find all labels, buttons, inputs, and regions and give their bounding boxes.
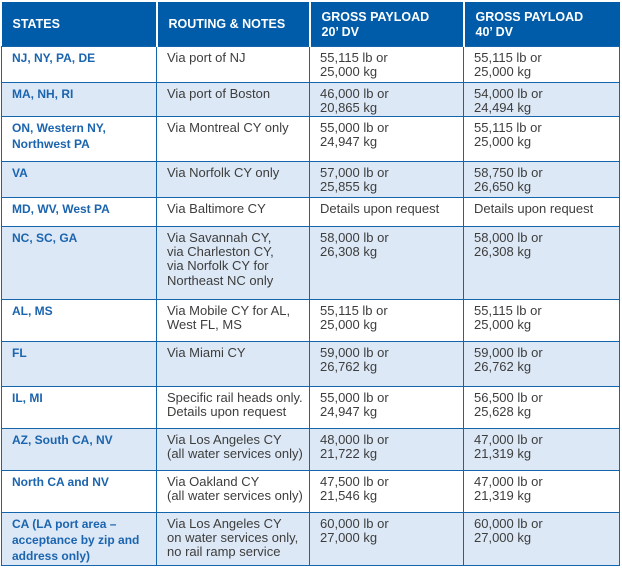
payload-40dv-cell: 47,000 lb or 21,319 kg [463, 469, 620, 513]
column-header-states: STATES [1, 2, 157, 46]
payload-20dv-cell: 57,000 lb or 25,855 kg [309, 160, 464, 198]
payload-40dv-cell: 54,000 lb or 24,494 kg [463, 81, 620, 117]
routing-cell: Via Baltimore CY [156, 196, 310, 227]
payload-20dv-cell: Details upon request [309, 196, 464, 227]
payload-20dv-cell: 46,000 lb or 20,865 kg [309, 81, 464, 117]
routing-cell: Specific rail heads only. Details upon r… [156, 385, 310, 429]
payload-20dv-cell: 60,000 lb or 27,000 kg [309, 511, 464, 566]
states-cell: VA [1, 160, 157, 198]
routing-cell: Via Savannah CY, via Charleston CY, via … [156, 225, 310, 300]
states-cell: FL [1, 340, 157, 387]
states-cell: MD, WV, West PA [1, 196, 157, 227]
states-cell: CA (LA port area – acceptance by zip and… [1, 511, 157, 566]
states-cell: North CA and NV [1, 469, 157, 513]
states-cell: AZ, South CA, NV [1, 427, 157, 471]
table-row: VA Via Norfolk CY only 57,000 lb or 25,855… [1, 160, 620, 198]
routing-cell: Via port of NJ [156, 45, 310, 83]
table-row: AZ, South CA, NV Via Los Angeles CY (all … [1, 427, 620, 471]
payload-20dv-cell: 58,000 lb or 26,308 kg [309, 225, 464, 300]
payload-40dv-cell: Details upon request [463, 196, 620, 227]
payload-20dv-cell: 47,500 lb or 21,546 kg [309, 469, 464, 513]
routing-cell: Via Montreal CY only [156, 115, 310, 162]
table-row: AL, MS Via Mobile CY for AL, West FL, MS 5… [1, 298, 620, 342]
payload-20dv-cell: 59,000 lb or 26,762 kg [309, 340, 464, 387]
payload-40dv-cell: 59,000 lb or 26,762 kg [463, 340, 620, 387]
payload-40dv-cell: 47,000 lb or 21,319 kg [463, 427, 620, 471]
table-row: NC, SC, GA Via Savannah CY, via Charlesto… [1, 225, 620, 300]
column-header-gross-payload-40dv: GROSS PAYLOAD 40’ DV [462, 2, 620, 46]
routing-cell: Via Miami CY [156, 340, 310, 387]
column-header-routing-notes: ROUTING & NOTES [155, 2, 310, 46]
states-cell: NJ, NY, PA, DE [1, 45, 157, 83]
routing-cell: Via Oakland CY (all water services only) [156, 469, 310, 513]
table-row: MD, WV, West PA Via Baltimore CY Details u… [1, 196, 620, 227]
payload-20dv-cell: 48,000 lb or 21,722 kg [309, 427, 464, 471]
states-cell: AL, MS [1, 298, 157, 342]
payload-40dv-cell: 55,115 lb or 25,000 kg [463, 115, 620, 162]
payload-40dv-cell: 55,115 lb or 25,000 kg [463, 45, 620, 83]
table-row: ON, Western NY, Northwest PA Via Montreal… [1, 115, 620, 162]
states-cell: IL, MI [1, 385, 157, 429]
header-row: STATES ROUTING & NOTES GROSS PAYLOAD 20’… [1, 2, 620, 46]
payload-40dv-cell: 60,000 lb or 27,000 kg [463, 511, 620, 566]
table-row: MA, NH, RI Via port of Boston 46,000 lb or… [1, 81, 620, 117]
payload-40dv-cell: 56,500 lb or 25,628 kg [463, 385, 620, 429]
payload-40dv-cell: 58,000 lb or 26,308 kg [463, 225, 620, 300]
table-row: CA (LA port area – acceptance by zip and… [1, 511, 620, 566]
table-row: FL Via Miami CY 59,000 lb or 26,762 kg 59,0… [1, 340, 620, 387]
table-row: NJ, NY, PA, DE Via port of NJ 55,115 lb or… [1, 45, 620, 83]
payload-40dv-cell: 58,750 lb or 26,650 kg [463, 160, 620, 198]
payload-20dv-cell: 55,115 lb or 25,000 kg [309, 45, 464, 83]
routing-cell: Via Norfolk CY only [156, 160, 310, 198]
table-row: North CA and NV Via Oakland CY (all water… [1, 469, 620, 513]
states-cell: NC, SC, GA [1, 225, 157, 300]
column-header-gross-payload-20dv: GROSS PAYLOAD 20’ DV [308, 2, 464, 46]
payload-20dv-cell: 55,115 lb or 25,000 kg [309, 298, 464, 342]
table-body: NJ, NY, PA, DE Via port of NJ 55,115 lb or… [1, 45, 620, 566]
states-cell: ON, Western NY, Northwest PA [1, 115, 157, 162]
routing-cell: Via Los Angeles CY on water services onl… [156, 511, 310, 566]
payload-40dv-cell: 55,115 lb or 25,000 kg [463, 298, 620, 342]
table-row: IL, MI Specific rail heads only. Details … [1, 385, 620, 429]
routing-cell: Via Los Angeles CY (all water services o… [156, 427, 310, 471]
states-cell: MA, NH, RI [1, 81, 157, 117]
payload-20dv-cell: 55,000 lb or 24,947 kg [309, 115, 464, 162]
payload-20dv-cell: 55,000 lb or 24,947 kg [309, 385, 464, 429]
routing-cell: Via port of Boston [156, 81, 310, 117]
routing-cell: Via Mobile CY for AL, West FL, MS [156, 298, 310, 342]
